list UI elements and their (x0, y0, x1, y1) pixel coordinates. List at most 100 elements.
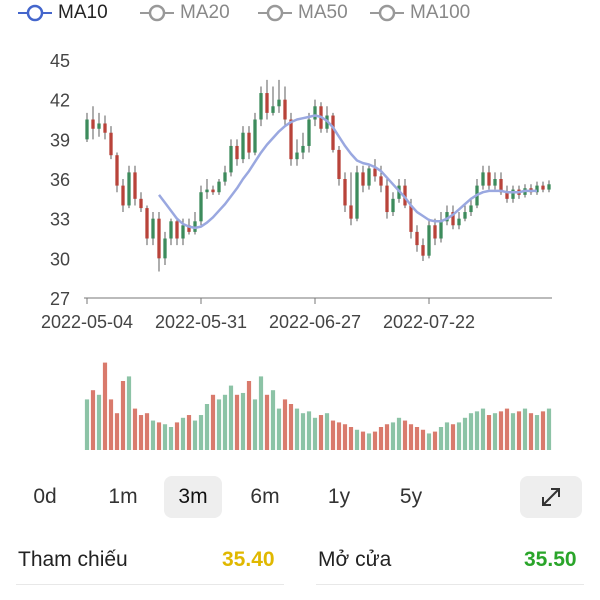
volume-bar (102, 362, 108, 450)
volume-bar (450, 424, 456, 450)
y-tick-label: 42 (50, 91, 70, 111)
volume-bar (468, 413, 474, 450)
legend-label: MA10 (58, 2, 108, 23)
candle (343, 172, 347, 213)
range-1y[interactable]: 1y (327, 485, 351, 508)
candle (229, 139, 233, 177)
volume-bar (306, 411, 312, 450)
y-tick-label: 27 (50, 289, 70, 309)
candle (151, 212, 155, 246)
volume-bar (222, 394, 228, 450)
volume-bar (372, 431, 378, 450)
range-5y[interactable]: 5y (399, 485, 423, 508)
legend-marker-icon (18, 4, 52, 22)
candle (445, 205, 449, 226)
volume-bar (84, 399, 90, 450)
volume-bar (144, 413, 150, 450)
volume-bar (516, 411, 522, 450)
range-6m[interactable]: 6m (250, 485, 280, 508)
volume-bar (498, 411, 504, 450)
volume-bar (150, 420, 156, 450)
candle (115, 152, 119, 193)
volume-bar (528, 413, 534, 450)
range-0d[interactable]: 0d (33, 485, 57, 508)
ma10-line (158, 114, 537, 230)
candle (133, 165, 137, 206)
volume-bar (474, 411, 480, 450)
candle (433, 218, 437, 246)
reference-price-label: Tham chiếu (18, 548, 128, 571)
volume-bar (246, 381, 252, 450)
legend-label: MA20 (180, 2, 230, 23)
volume-bar (396, 417, 402, 450)
candle (283, 86, 287, 127)
volume-bar (216, 399, 222, 450)
x-tick-label: 2022-05-31 (155, 312, 247, 332)
volume-bar (414, 427, 420, 450)
volume-bar (378, 427, 384, 450)
volume-bar (504, 408, 510, 450)
candle (511, 185, 515, 203)
candle (427, 218, 431, 259)
candle (157, 212, 161, 272)
y-tick-label: 39 (50, 130, 70, 150)
range-1m[interactable]: 1m (108, 485, 138, 508)
candle (301, 132, 305, 160)
candle (331, 112, 335, 153)
candle (169, 218, 173, 246)
volume-bar (546, 408, 552, 450)
volume-bar (510, 413, 516, 450)
candle (313, 99, 317, 127)
candle (547, 180, 551, 193)
candle (295, 139, 299, 166)
candle (463, 205, 467, 222)
range-3m[interactable]: 3m (164, 476, 222, 518)
candle (127, 165, 131, 209)
x-tick-label: 2022-05-04 (41, 312, 133, 332)
volume-bar (282, 399, 288, 450)
volume-bar (384, 424, 390, 450)
candle (487, 165, 491, 190)
volume-bar (126, 376, 132, 450)
candle (337, 145, 341, 186)
ma-legend: MA10 MA20 MA50 MA100 (0, 0, 600, 28)
volume-bar (318, 415, 324, 450)
candle (91, 106, 95, 140)
candle (391, 192, 395, 217)
volume-bar (258, 376, 264, 450)
volume-bar (90, 390, 96, 450)
legend-ma50[interactable]: MA50 (258, 2, 348, 24)
candle (211, 185, 215, 195)
legend-marker-icon (258, 4, 292, 22)
legend-ma100[interactable]: MA100 (370, 2, 470, 24)
expand-arrows-icon (542, 488, 560, 506)
candle (493, 172, 497, 190)
candle (403, 179, 407, 209)
candle (97, 112, 101, 137)
volume-bar (252, 399, 258, 450)
volume-bar (174, 422, 180, 450)
volume-bar (534, 415, 540, 450)
volume-bar (522, 408, 528, 450)
candle (349, 172, 353, 226)
volume-bar (456, 422, 462, 450)
candle (217, 179, 221, 195)
expand-chart-button[interactable] (520, 476, 582, 518)
volume-bar (186, 415, 192, 450)
legend-ma10[interactable]: MA10 (18, 2, 108, 24)
legend-ma20[interactable]: MA20 (140, 2, 230, 24)
volume-bar (270, 390, 276, 450)
y-tick-label: 36 (50, 170, 70, 190)
volume-bar (390, 422, 396, 450)
candle (109, 126, 113, 160)
open-price-value: 35.50 (524, 548, 577, 571)
volume-bar (132, 408, 138, 450)
candle (451, 205, 455, 230)
volume-bar (240, 392, 246, 450)
candle (421, 238, 425, 261)
volume-bar (438, 427, 444, 450)
volume-bar (366, 433, 372, 450)
volume-bar (492, 413, 498, 450)
candle (439, 212, 443, 243)
volume-bar (108, 399, 114, 450)
